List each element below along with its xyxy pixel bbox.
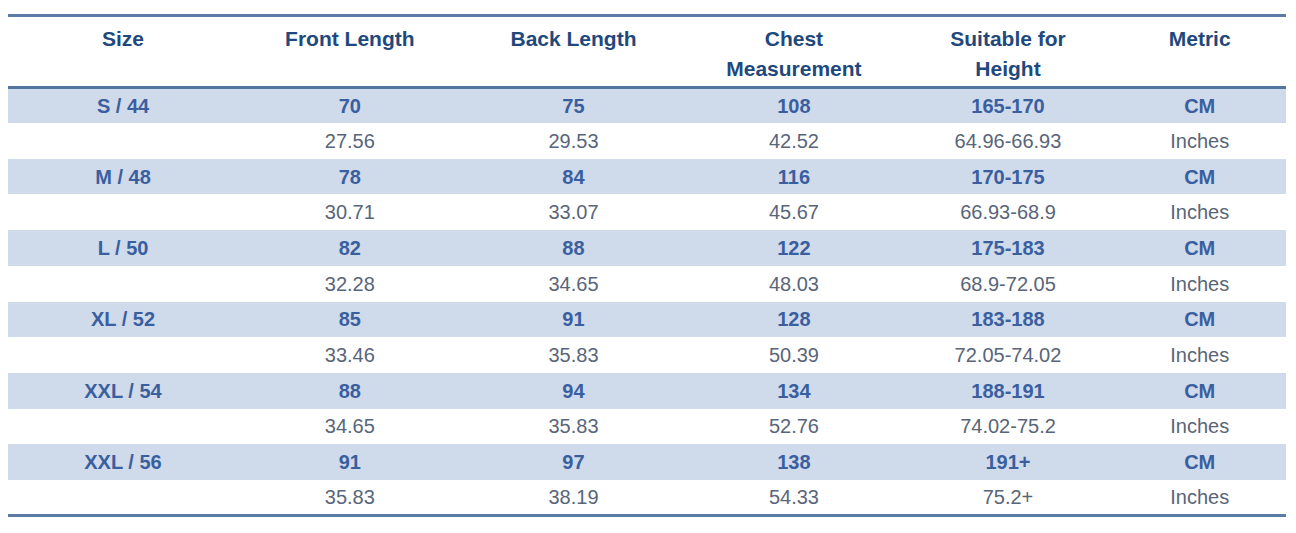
cell-metric: Inches [1113,480,1286,516]
cell-back-length: 29.53 [462,123,686,159]
table-row: XL / 52 85 91 128 183-188 CM [8,302,1286,338]
cell-height: 170-175 [903,159,1114,195]
table-row: XXL / 56 91 97 138 191+ CM [8,444,1286,480]
cell-size: XL / 52 [8,302,238,338]
cell-front-length: 27.56 [238,123,462,159]
cell-front-length: 34.65 [238,409,462,445]
cell-chest: 128 [685,302,902,338]
cell-chest: 54.33 [685,480,902,516]
cell-size [8,480,238,516]
cell-chest: 134 [685,373,902,409]
header-row: Size Front Length Back Length Chest Meas… [8,16,1286,88]
column-header-back-length: Back Length [462,16,686,88]
cell-size: S / 44 [8,87,238,123]
cell-height: 72.05-74.02 [903,337,1114,373]
cell-size: L / 50 [8,230,238,266]
cell-height: 191+ [903,444,1114,480]
table-row: S / 44 70 75 108 165-170 CM [8,87,1286,123]
cell-front-length: 78 [238,159,462,195]
cell-size [8,123,238,159]
column-header-size: Size [8,16,238,88]
cell-front-length: 85 [238,302,462,338]
column-header-metric: Metric [1113,16,1286,88]
cell-size [8,409,238,445]
cell-back-length: 75 [462,87,686,123]
cell-metric: Inches [1113,123,1286,159]
cell-height: 66.93-68.9 [903,194,1114,230]
cell-chest: 45.67 [685,194,902,230]
cell-chest: 108 [685,87,902,123]
cell-height: 188-191 [903,373,1114,409]
cell-back-length: 35.83 [462,409,686,445]
cell-front-length: 91 [238,444,462,480]
table-row: 33.46 35.83 50.39 72.05-74.02 Inches [8,337,1286,373]
cell-back-length: 91 [462,302,686,338]
cell-metric: CM [1113,373,1286,409]
table-row: 32.28 34.65 48.03 68.9-72.05 Inches [8,266,1286,302]
cell-metric: Inches [1113,409,1286,445]
cell-height: 75.2+ [903,480,1114,516]
cell-height: 175-183 [903,230,1114,266]
cell-chest: 42.52 [685,123,902,159]
cell-front-length: 32.28 [238,266,462,302]
column-header-chest-measurement: Chest Measurement [685,16,902,88]
size-chart-table: Size Front Length Back Length Chest Meas… [8,14,1286,517]
cell-back-length: 38.19 [462,480,686,516]
cell-size: XXL / 54 [8,373,238,409]
cell-size [8,194,238,230]
cell-front-length: 82 [238,230,462,266]
cell-front-length: 33.46 [238,337,462,373]
cell-back-length: 33.07 [462,194,686,230]
table-row: XXL / 54 88 94 134 188-191 CM [8,373,1286,409]
size-chart: Size Front Length Back Length Chest Meas… [8,14,1286,517]
cell-size: XXL / 56 [8,444,238,480]
table-row: M / 48 78 84 116 170-175 CM [8,159,1286,195]
cell-chest: 52.76 [685,409,902,445]
cell-height: 165-170 [903,87,1114,123]
cell-metric: CM [1113,230,1286,266]
table-row: 35.83 38.19 54.33 75.2+ Inches [8,480,1286,516]
cell-height: 183-188 [903,302,1114,338]
table-row: 27.56 29.53 42.52 64.96-66.93 Inches [8,123,1286,159]
table-row: L / 50 82 88 122 175-183 CM [8,230,1286,266]
cell-metric: CM [1113,302,1286,338]
cell-metric: Inches [1113,266,1286,302]
cell-front-length: 30.71 [238,194,462,230]
cell-size: M / 48 [8,159,238,195]
cell-metric: CM [1113,159,1286,195]
column-header-front-length: Front Length [238,16,462,88]
cell-metric: CM [1113,444,1286,480]
cell-size [8,266,238,302]
cell-size [8,337,238,373]
cell-metric: CM [1113,87,1286,123]
table-row: 34.65 35.83 52.76 74.02-75.2 Inches [8,409,1286,445]
cell-metric: Inches [1113,337,1286,373]
cell-chest: 116 [685,159,902,195]
cell-front-length: 70 [238,87,462,123]
column-header-suitable-for-height: Suitable for Height [903,16,1114,88]
cell-chest: 122 [685,230,902,266]
cell-chest: 48.03 [685,266,902,302]
cell-front-length: 35.83 [238,480,462,516]
cell-metric: Inches [1113,194,1286,230]
cell-chest: 138 [685,444,902,480]
cell-back-length: 34.65 [462,266,686,302]
cell-chest: 50.39 [685,337,902,373]
cell-back-length: 84 [462,159,686,195]
cell-back-length: 35.83 [462,337,686,373]
cell-back-length: 88 [462,230,686,266]
cell-back-length: 94 [462,373,686,409]
cell-height: 68.9-72.05 [903,266,1114,302]
cell-height: 74.02-75.2 [903,409,1114,445]
cell-front-length: 88 [238,373,462,409]
cell-back-length: 97 [462,444,686,480]
cell-height: 64.96-66.93 [903,123,1114,159]
table-row: 30.71 33.07 45.67 66.93-68.9 Inches [8,194,1286,230]
